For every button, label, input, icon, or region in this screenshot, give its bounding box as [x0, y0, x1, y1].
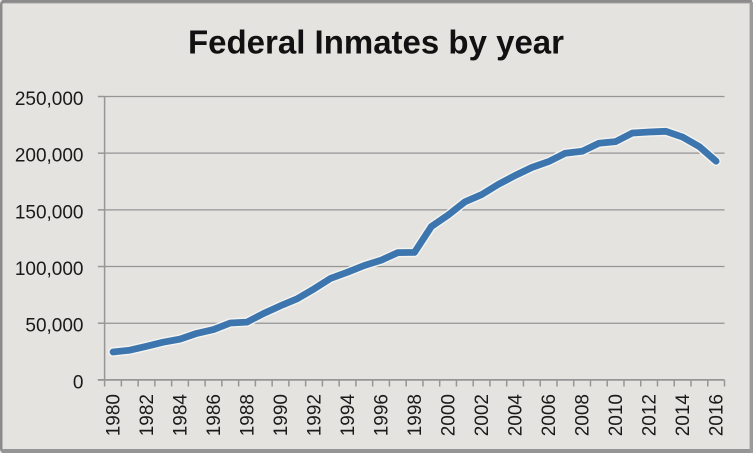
- svg-text:1988: 1988: [238, 394, 259, 436]
- svg-text:Federal Inmates by year: Federal Inmates by year: [188, 24, 564, 61]
- svg-text:250,000: 250,000: [15, 89, 84, 110]
- svg-text:2014: 2014: [673, 394, 694, 437]
- svg-text:2006: 2006: [539, 394, 560, 436]
- svg-text:1992: 1992: [305, 394, 326, 436]
- svg-text:100,000: 100,000: [15, 259, 84, 280]
- svg-text:1994: 1994: [338, 394, 359, 437]
- svg-text:1984: 1984: [170, 394, 191, 437]
- svg-text:50,000: 50,000: [25, 316, 83, 337]
- svg-text:1998: 1998: [405, 394, 426, 436]
- svg-text:2000: 2000: [439, 394, 460, 436]
- svg-text:1996: 1996: [372, 394, 393, 436]
- svg-text:2016: 2016: [707, 394, 728, 436]
- svg-text:0: 0: [73, 372, 84, 393]
- svg-text:2002: 2002: [472, 394, 493, 436]
- svg-text:1982: 1982: [137, 394, 158, 436]
- svg-text:2012: 2012: [640, 394, 661, 436]
- svg-text:1990: 1990: [271, 394, 292, 436]
- svg-text:2004: 2004: [506, 394, 527, 437]
- svg-text:1986: 1986: [204, 394, 225, 436]
- svg-text:1980: 1980: [103, 394, 124, 436]
- svg-text:200,000: 200,000: [15, 146, 84, 167]
- svg-text:2010: 2010: [606, 394, 627, 436]
- svg-text:150,000: 150,000: [15, 202, 84, 223]
- svg-text:2008: 2008: [573, 394, 594, 436]
